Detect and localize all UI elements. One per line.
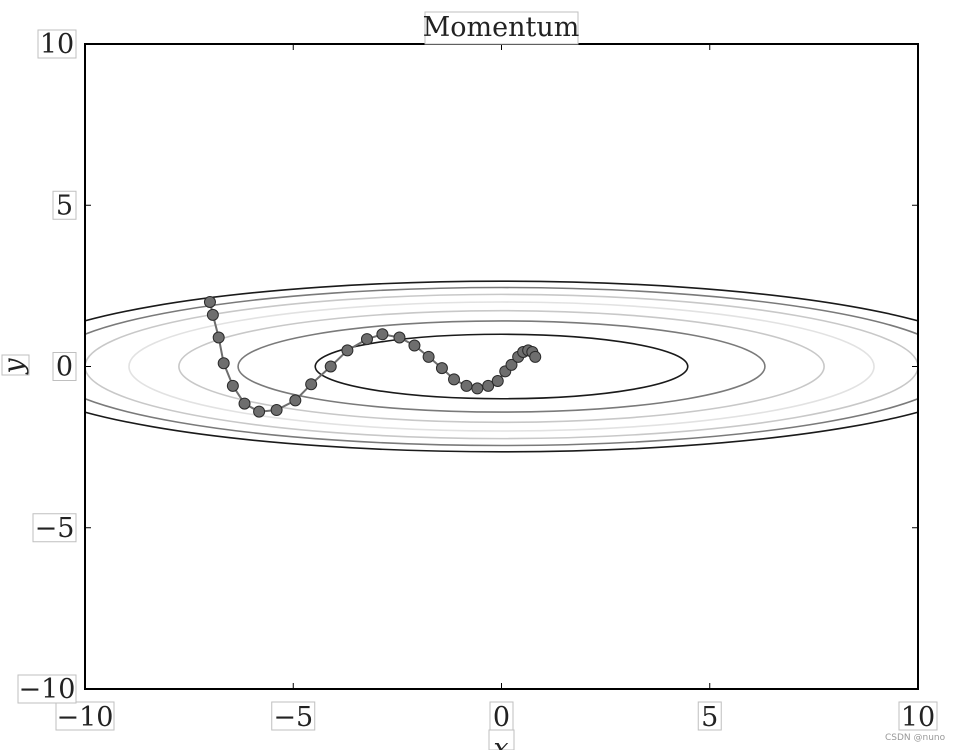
trajectory-point [324, 360, 337, 373]
trajectory-point [505, 358, 518, 371]
contour-level-1 [314, 333, 689, 400]
trajectory-point [206, 308, 219, 321]
trajectory-point [360, 333, 373, 346]
x-axis-label: x [488, 729, 515, 750]
y-tick-label: 0 [56, 352, 73, 383]
trajectory-point [305, 378, 318, 391]
y-tick-label-box [17, 674, 77, 704]
y-tick-label: −10 [19, 674, 76, 705]
trajectory-point [238, 397, 251, 410]
trajectory-point [471, 382, 484, 395]
trajectory-point [529, 350, 542, 363]
trajectory-point [448, 373, 461, 386]
contour-level-5 [85, 293, 918, 440]
trajectory-point [203, 296, 216, 308]
x-tick-label-box [898, 701, 938, 731]
trajectory-point [289, 394, 302, 407]
trajectory-point [422, 350, 435, 363]
chart-title: Momentum [423, 11, 580, 45]
x-tick-label: −10 [57, 702, 114, 733]
trajectory-point [270, 404, 283, 417]
trajectory-point [212, 331, 225, 344]
y-tick-label-box [52, 190, 77, 220]
trajectory-point [491, 375, 504, 388]
trajectory-point [460, 379, 473, 392]
contour-level-3 [178, 309, 825, 424]
watermark: CSDN @nuno [885, 733, 946, 743]
x-tick-label-box [697, 701, 722, 731]
contour-level-7 [85, 280, 918, 453]
optimizer-trajectory [203, 296, 542, 418]
x-tick-label-box [271, 701, 316, 731]
y-tick-label: 10 [40, 29, 74, 60]
y-tick-label: −5 [35, 513, 75, 544]
x-tick-label: 0 [493, 702, 510, 733]
x-tick-label: 10 [901, 702, 935, 733]
trajectory-point [253, 405, 266, 418]
x-axis-label-text: x [493, 733, 508, 750]
trajectory-point [341, 344, 354, 357]
axis-ticks: −10 −5 0 5 10 −10 −5 0 5 10 [17, 29, 938, 733]
y-tick-label-box [52, 352, 77, 381]
y-tick-label-box [37, 29, 77, 59]
y-tick-label: 5 [56, 190, 73, 221]
trajectory-point [482, 379, 495, 392]
y-axis-label: y [0, 354, 30, 376]
trajectory-point [226, 379, 239, 392]
trajectory-point [217, 357, 230, 370]
contour-level-6 [85, 286, 918, 447]
trajectory-point [435, 362, 448, 375]
contour-level-4 [128, 301, 875, 432]
trajectory-point [393, 331, 406, 344]
plot-background [85, 44, 918, 689]
contour-level-2 [237, 320, 766, 413]
x-tick-label-box [55, 701, 115, 731]
x-tick-label: −5 [273, 702, 313, 733]
y-tick-label-box [32, 513, 77, 543]
trajectory-point [408, 339, 421, 352]
x-tick-label: 5 [701, 702, 718, 733]
contour-lines [85, 280, 918, 453]
chart-title-text: Momentum [423, 12, 580, 43]
y-axis-label-text: y [0, 358, 30, 375]
trajectory-point [376, 328, 389, 341]
